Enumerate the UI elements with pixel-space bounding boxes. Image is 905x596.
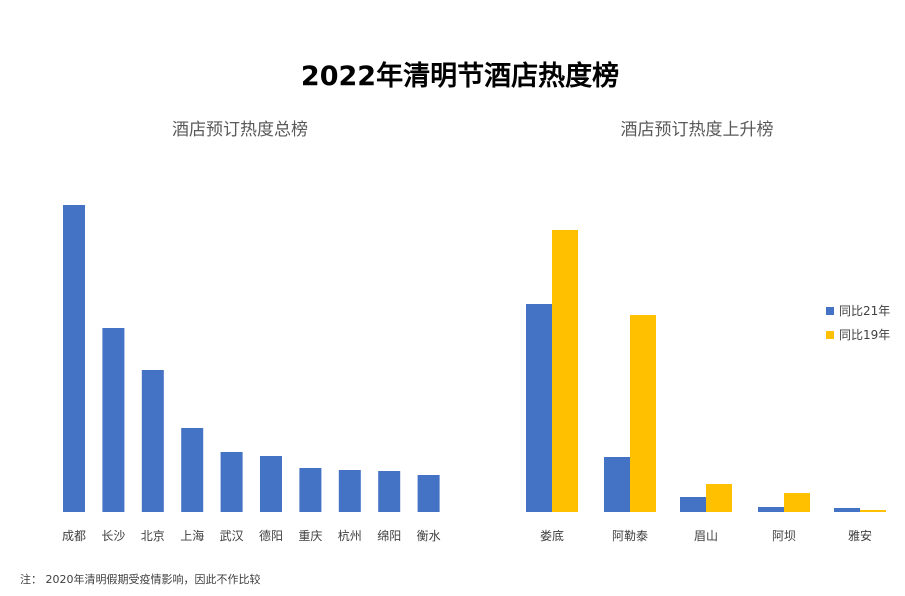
x-tick-label: 眉山 [694, 529, 718, 543]
x-tick-label: 北京 [141, 529, 165, 543]
legend-label-19: 同比19年 [839, 328, 890, 342]
bar-衡水 [417, 475, 440, 512]
bar-德阳 [260, 456, 282, 512]
bar-眉山-同比19年 [706, 484, 732, 512]
x-tick-label: 阿坝 [772, 529, 796, 543]
x-tick-label: 雅安 [848, 528, 872, 543]
legend-swatch-21 [826, 307, 834, 315]
x-tick-label: 娄底 [540, 528, 564, 543]
bar-阿勒泰-同比21年 [604, 457, 630, 512]
right-chart-title: 酒店预订热度上升榜 [621, 120, 774, 140]
bar-眉山-同比21年 [680, 497, 706, 512]
bar-北京 [141, 370, 164, 512]
bar-重庆 [299, 468, 322, 512]
bar-娄底-同比19年 [552, 230, 578, 512]
x-tick-label: 绵阳 [377, 529, 401, 543]
bar-娄底-同比21年 [526, 304, 552, 512]
bar-武汉 [220, 452, 243, 512]
main-title: 2022年清明节酒店热度榜 [301, 60, 619, 92]
x-tick-label: 杭州 [338, 528, 362, 543]
bar-长沙 [102, 328, 125, 512]
bar-阿坝-同比21年 [758, 507, 784, 512]
bar-阿勒泰-同比19年 [630, 315, 656, 512]
bar-雅安-同比21年 [834, 508, 860, 512]
x-tick-label: 重庆 [298, 529, 322, 543]
left-chart-title: 酒店预订热度总榜 [172, 120, 308, 140]
x-tick-label: 长沙 [101, 529, 125, 543]
x-tick-label: 武汉 [220, 529, 244, 543]
legend-label-21: 同比21年 [839, 304, 890, 318]
x-tick-label: 上海 [180, 528, 204, 543]
x-tick-label: 阿勒泰 [612, 529, 648, 543]
x-tick-label: 衡水 [417, 529, 441, 543]
bar-杭州 [338, 470, 361, 512]
footnote: 注： 2020年清明假期受疫情影响，因此不作比较 [20, 572, 261, 586]
bar-成都 [63, 205, 85, 512]
x-tick-label: 成都 [62, 529, 86, 543]
bar-雅安-同比19年 [860, 510, 886, 512]
legend-swatch-19 [826, 331, 834, 339]
bar-绵阳 [378, 471, 401, 512]
bar-阿坝-同比19年 [784, 493, 810, 512]
bar-上海 [181, 428, 204, 512]
x-tick-label: 德阳 [259, 528, 283, 543]
